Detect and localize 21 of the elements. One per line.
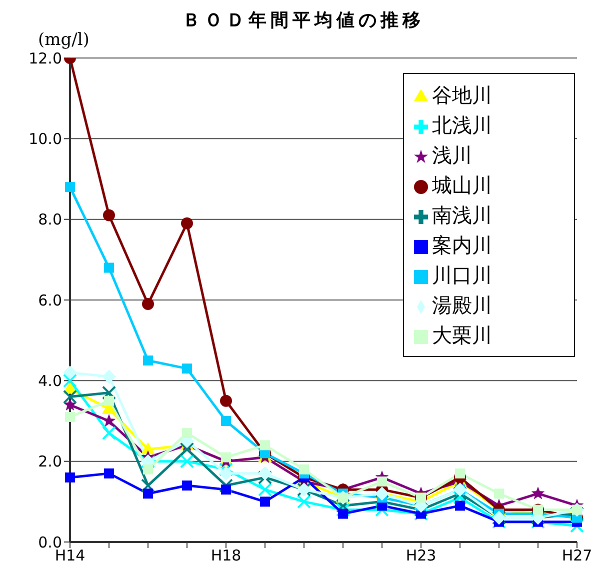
x-tick-label: H14 [54, 546, 86, 565]
y-tick-label: 2.0 [38, 452, 62, 471]
legend-label: 湯殿川 [432, 293, 492, 317]
legend-label: 城山川 [432, 173, 492, 197]
chart-title: ＢＯＤ年間平均値の推移 [182, 10, 424, 31]
y-tick-label: 4.0 [38, 372, 62, 390]
x-tick-label: H23 [406, 546, 436, 565]
legend-label: 大栗川 [432, 323, 492, 347]
legend-label: 南浅川 [432, 203, 492, 227]
legend-label: 北浅川 [432, 113, 492, 137]
legend-label: 川口川 [432, 263, 492, 287]
y-tick-label: 10.0 [28, 130, 62, 148]
legend-label: 案内川 [432, 233, 492, 257]
y-tick-label: 12.0 [28, 49, 62, 68]
x-tick-label: H27 [562, 546, 592, 565]
y-tick-label: 6.0 [38, 291, 62, 310]
x-tick-label: H18 [210, 546, 242, 565]
y-axis-title: (mg/l) [38, 30, 90, 50]
legend-label: 浅川 [432, 143, 472, 167]
y-tick-label: 8.0 [38, 210, 62, 229]
legend-label: 谷地川 [432, 83, 492, 107]
